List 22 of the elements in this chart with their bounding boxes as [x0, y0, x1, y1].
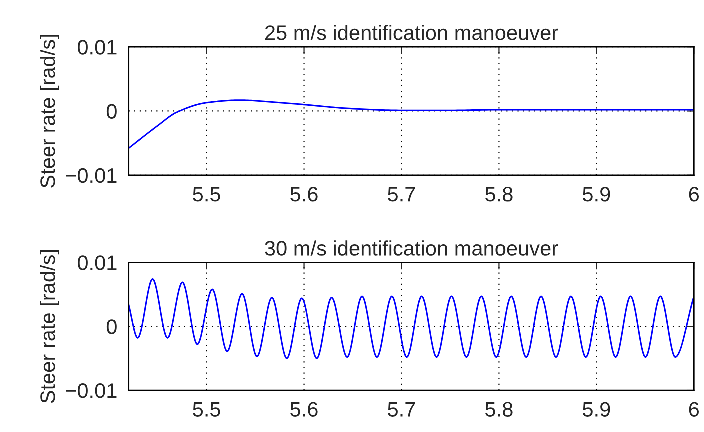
x-tick-label: 5.5 — [193, 187, 220, 202]
y-axis-title: Steer rate [rad/s] — [40, 35, 60, 188]
y-tick-label: 0 — [106, 104, 117, 119]
x-tick-label: 5.7 — [388, 402, 416, 417]
x-tick-label: 6 — [689, 187, 700, 202]
x-tick-label: 5.7 — [388, 187, 416, 202]
x-tick-label: 5.9 — [583, 402, 610, 417]
y-tick-label: −0.01 — [66, 384, 117, 398]
x-tick-label: 5.8 — [486, 402, 513, 417]
y-tick-label: 0.01 — [78, 40, 117, 55]
x-tick-label: 6 — [689, 402, 700, 417]
y-axis-title: Steer rate [rad/s] — [40, 250, 60, 404]
x-tick-label: 5.8 — [486, 187, 513, 202]
y-tick-label: 0 — [106, 320, 117, 334]
chart-title: 30 m/s identification manoeuver — [265, 240, 558, 256]
x-tick-label: 5.6 — [290, 187, 318, 202]
chart-title: 25 m/s identification manoeuver — [265, 25, 558, 40]
x-tick-label: 5.6 — [290, 402, 318, 417]
y-tick-label: −0.01 — [66, 168, 117, 184]
x-tick-label: 5.9 — [583, 187, 610, 202]
y-tick-label: 0.01 — [78, 256, 117, 270]
x-tick-label: 5.5 — [193, 402, 220, 417]
